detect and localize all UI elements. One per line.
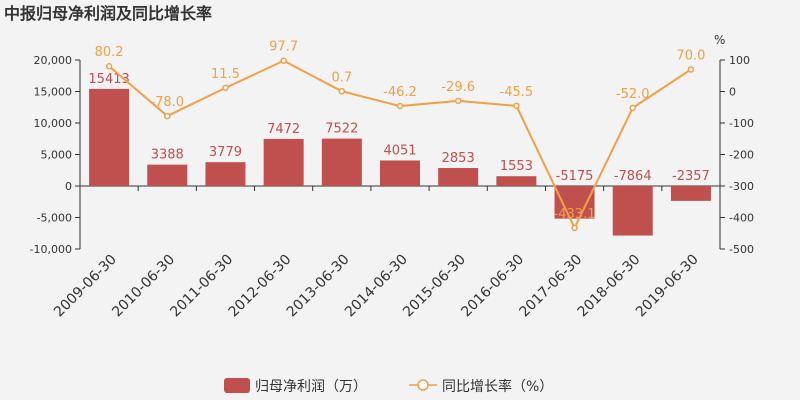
- line-value-label: 70.0: [676, 48, 705, 63]
- left-tick-label: 0: [65, 180, 72, 193]
- bar[interactable]: [89, 88, 130, 186]
- category-label: 2019-06-30: [633, 252, 702, 321]
- right-tick-label: 0: [729, 86, 736, 99]
- line-point[interactable]: [164, 112, 171, 120]
- bar-value-label: 2853: [442, 151, 475, 166]
- bar-value-label: -7864: [614, 169, 652, 184]
- line-value-label: -78.0: [150, 95, 184, 110]
- bar-value-label: 7522: [325, 122, 358, 137]
- line-value-label: 0.7: [331, 70, 352, 85]
- left-tick-label: 20,000: [34, 54, 73, 67]
- right-tick-label: -500: [729, 243, 754, 256]
- bar[interactable]: [205, 162, 246, 186]
- left-tick-label: 5,000: [41, 149, 73, 162]
- line-value-label: 97.7: [269, 40, 298, 55]
- legend-bar-swatch: [224, 378, 250, 393]
- left-tick-label: -10,000: [30, 243, 72, 256]
- right-tick-label: -100: [729, 117, 754, 130]
- legend-marker-icon: [417, 379, 429, 391]
- bar-value-label: -2357: [672, 169, 710, 184]
- line-point[interactable]: [454, 97, 462, 105]
- right-tick-label: -200: [729, 149, 754, 162]
- bar-value-label: -5175: [556, 169, 594, 184]
- bar[interactable]: [612, 186, 653, 236]
- legend-item-profit[interactable]: 归母净利润（万）: [224, 378, 367, 395]
- legend[interactable]: 归母净利润（万） 同比增长率（%）: [224, 378, 553, 395]
- line-point[interactable]: [338, 88, 346, 95]
- growth-line: [105, 57, 695, 232]
- bar-value-label: 3388: [151, 148, 184, 163]
- line-point[interactable]: [629, 104, 636, 112]
- bar[interactable]: [670, 186, 711, 201]
- line-point[interactable]: [222, 84, 229, 92]
- category-labels: 2009-06-302010-06-302011-06-302012-06-30…: [51, 252, 702, 321]
- bar[interactable]: [263, 138, 304, 186]
- legend-label-profit: 归母净利润（万）: [255, 378, 367, 395]
- left-tick-label: 10,000: [34, 117, 73, 130]
- line-value-label: 80.2: [95, 45, 124, 60]
- line-labels: 80.2 -78.0 11.5 97.7 0.7 -46.2 -29.6 -45.5 -433.…: [95, 40, 706, 222]
- right-tick-label: 100: [729, 54, 750, 67]
- bars: [89, 88, 711, 236]
- line-value-label: -46.2: [383, 85, 417, 100]
- line-value-label: 11.5: [211, 67, 240, 82]
- line-value-label: -52.0: [616, 87, 650, 102]
- bar[interactable]: [321, 138, 362, 186]
- bar[interactable]: [438, 168, 479, 186]
- right-tick-label: -300: [729, 180, 754, 193]
- left-tick-label: 15,000: [34, 86, 73, 99]
- bar-value-label: 1553: [500, 159, 533, 174]
- line-value-label: -433.1: [554, 207, 596, 222]
- line-point[interactable]: [513, 102, 520, 110]
- legend-label-growth: 同比增长率（%）: [442, 378, 553, 395]
- bar-value-label: 4051: [383, 143, 416, 158]
- chart-title: 中报归母净利润及同比增长率: [4, 4, 212, 23]
- line-value-label: -45.5: [500, 85, 534, 100]
- line-point[interactable]: [571, 224, 578, 232]
- legend-item-growth[interactable]: 同比增长率（%）: [409, 378, 553, 395]
- axes: 20,000 15,000 10,000 5,000 0 -5,000 -10,000 100…: [30, 54, 754, 256]
- right-axis-unit: %: [714, 33, 725, 47]
- line-value-label: -29.6: [441, 80, 475, 95]
- left-tick-label: -5,000: [37, 212, 72, 225]
- line-point[interactable]: [280, 57, 287, 64]
- bar[interactable]: [380, 160, 420, 186]
- right-tick-label: -400: [729, 212, 754, 225]
- bar[interactable]: [147, 164, 188, 186]
- bar-value-label: 7472: [267, 122, 300, 137]
- line-point[interactable]: [687, 66, 695, 73]
- line-point[interactable]: [105, 62, 113, 70]
- bar[interactable]: [496, 176, 537, 186]
- bar-value-label: 3779: [209, 145, 242, 160]
- line-point[interactable]: [396, 102, 404, 110]
